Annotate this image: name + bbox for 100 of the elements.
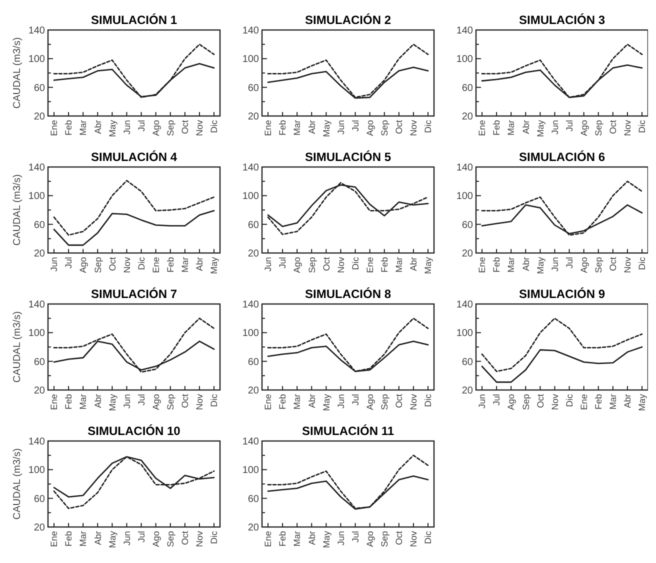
x-tick-label: Sep: [92, 257, 103, 274]
x-tick-label: Nov: [408, 394, 419, 410]
x-tick-label: Jun: [336, 394, 346, 409]
chart-title: SIMULACIÓN 10: [88, 424, 181, 438]
x-tick-label: May: [535, 256, 546, 274]
x-tick-label: Sep: [380, 120, 390, 136]
x-tick-label: Jun: [263, 257, 274, 272]
x-tick-label: Abr: [92, 531, 103, 546]
chart-title: SIMULACIÓN 2: [304, 13, 392, 27]
line-series: [53, 456, 215, 510]
y-tick-label: 60: [248, 82, 260, 94]
y-tick-label: 20: [248, 248, 260, 260]
x-tick-label: Jul: [136, 120, 146, 132]
x-tick-label: May: [637, 394, 648, 412]
x-tick-label: May: [535, 120, 546, 138]
x-tick-label: Nov: [622, 256, 633, 274]
x-tick-label: Oct: [394, 530, 404, 546]
chart-title: SIMULACIÓN 1: [90, 13, 178, 27]
x-tick-label: Jun: [336, 531, 346, 546]
x-tick-label: Sep: [380, 394, 390, 410]
x-tick-label: Mar: [78, 531, 88, 546]
x-tick-label: Ago: [292, 257, 302, 274]
y-tick-label: 100: [28, 54, 46, 66]
y-tick-label: 20: [34, 522, 46, 534]
x-tick-label: Mar: [180, 257, 190, 272]
x-tick-label: Ago: [364, 120, 375, 136]
y-tick-label: 140: [28, 436, 46, 448]
x-tick-label: Sep: [380, 531, 390, 548]
y-tick-label: 100: [28, 465, 46, 476]
x-tick-label: May: [107, 394, 118, 412]
x-tick-label: Nov: [336, 256, 346, 274]
line-series: [53, 210, 215, 246]
y-axis-title: CAUDAL (m3/s): [12, 448, 23, 520]
x-tick-label: Feb: [380, 257, 390, 273]
y-tick-label: 140: [242, 436, 260, 448]
chart-title: SIMULACIÓN 9: [518, 287, 606, 301]
y-tick-label: 100: [456, 191, 474, 202]
x-tick-label: May: [107, 120, 118, 138]
y-tick-label: 20: [462, 112, 474, 122]
x-tick-label: Dic: [209, 394, 220, 407]
line-series: [267, 454, 429, 510]
y-tick-label: 60: [34, 220, 46, 231]
y-tick-label: 60: [462, 220, 474, 231]
x-tick-label: Ago: [150, 120, 161, 136]
x-tick-label: Dic: [637, 120, 648, 133]
x-tick-label: Jun: [336, 120, 346, 135]
x-tick-label: Abr: [194, 257, 205, 272]
x-tick-label: Jun: [49, 257, 60, 272]
y-tick-label: 20: [34, 248, 46, 260]
x-tick-label: Jun: [550, 120, 560, 135]
y-tick-label: 100: [242, 54, 260, 66]
x-tick-label: May: [321, 530, 332, 548]
x-tick-label: Jun: [550, 257, 560, 272]
x-tick-label: Mar: [78, 394, 88, 410]
x-tick-label: Ene: [49, 394, 60, 410]
y-tick-label: 20: [462, 248, 474, 260]
x-tick-label: Sep: [594, 257, 604, 274]
x-tick-label: Mar: [608, 394, 618, 410]
x-tick-label: Nov: [550, 394, 560, 410]
x-tick-label: Oct: [394, 394, 404, 408]
x-tick-label: Dic: [423, 530, 434, 544]
x-tick-label: Abr: [92, 394, 103, 408]
x-tick-label: Mar: [394, 257, 404, 272]
x-tick-label: Jun: [477, 394, 488, 409]
x-tick-label: Feb: [64, 120, 74, 136]
x-tick-label: Jul: [564, 257, 574, 269]
y-tick-label: 20: [462, 386, 474, 396]
x-tick-label: Ago: [364, 531, 375, 548]
x-tick-label: Abr: [306, 531, 317, 546]
x-tick-label: Nov: [622, 120, 633, 136]
x-tick-label: Nov: [122, 256, 132, 274]
x-tick-label: Ene: [364, 257, 375, 274]
y-tick-label: 100: [242, 328, 260, 340]
x-tick-label: Sep: [594, 120, 604, 136]
x-tick-label: May: [423, 256, 434, 274]
x-tick-label: Jul: [136, 531, 146, 543]
line-series: [481, 44, 643, 98]
y-tick-label: 100: [242, 465, 260, 476]
x-tick-label: Feb: [492, 120, 502, 136]
x-tick-label: Feb: [492, 257, 502, 273]
y-tick-label: 100: [28, 191, 46, 202]
x-tick-label: Feb: [278, 531, 288, 547]
x-tick-label: Nov: [194, 394, 205, 410]
x-tick-label: May: [321, 120, 332, 138]
x-tick-label: Abr: [408, 257, 419, 272]
x-tick-label: Dic: [136, 256, 146, 270]
y-tick-label: 100: [242, 191, 260, 202]
x-tick-label: Oct: [394, 120, 404, 134]
x-tick-label: Sep: [520, 394, 531, 410]
x-tick-label: Dic: [637, 256, 648, 270]
x-tick-label: Ene: [263, 120, 274, 136]
y-tick-label: 100: [28, 328, 46, 340]
x-tick-label: Jun: [122, 120, 132, 135]
y-tick-label: 20: [34, 386, 46, 396]
chart-title: SIMULACIÓN 3: [518, 13, 606, 27]
x-tick-label: Abr: [306, 394, 317, 408]
x-tick-label: Oct: [608, 120, 618, 134]
x-tick-label: Abr: [520, 257, 531, 272]
line-series: [267, 44, 429, 98]
x-tick-label: Dic: [423, 120, 434, 133]
